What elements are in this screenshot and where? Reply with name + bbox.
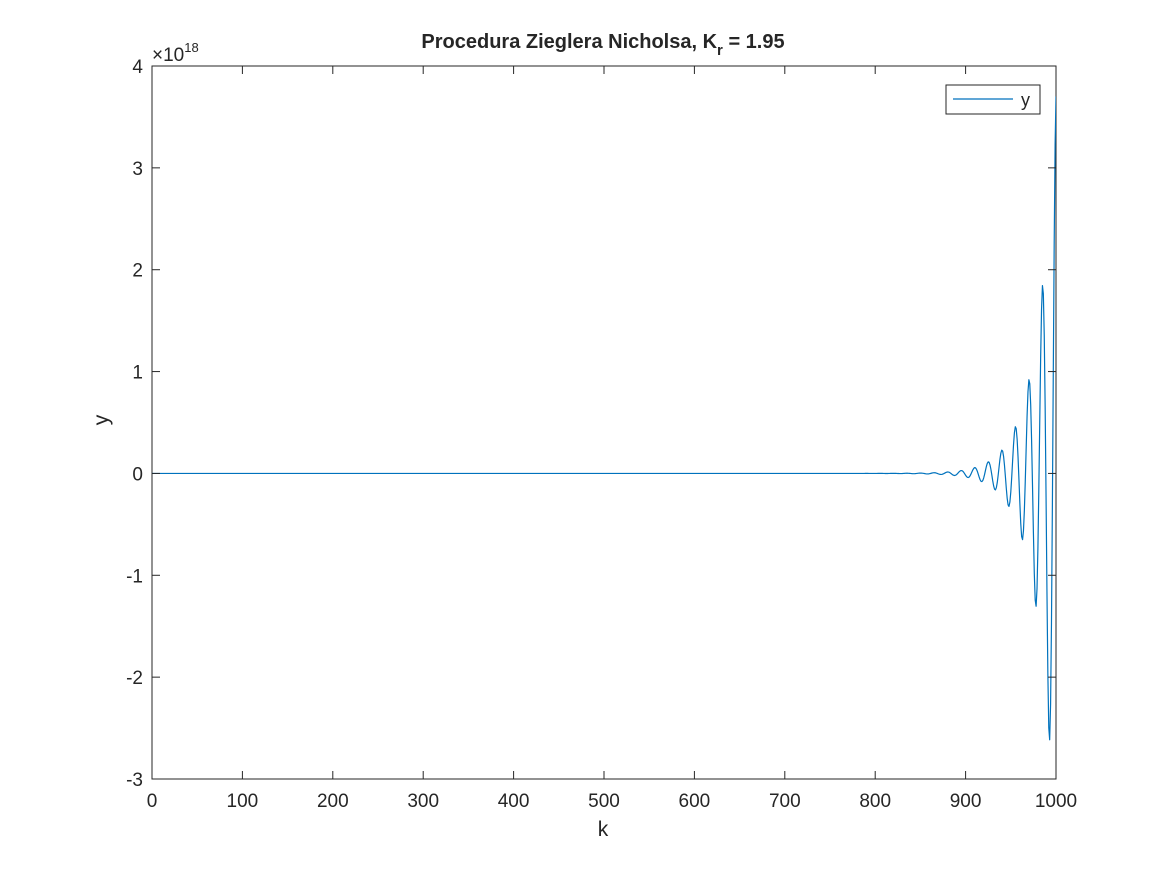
x-tick-label: 600 (679, 791, 711, 812)
data-layer (152, 96, 1056, 741)
y-tick-label: 4 (132, 57, 143, 78)
x-tick-label: 200 (317, 791, 349, 812)
y-axis-label: y (90, 414, 113, 425)
series-line-y (152, 96, 1056, 741)
chart-title: Procedura Zieglera Nicholsa, Kr = 1.95 (421, 31, 784, 59)
x-tick-label: 100 (227, 791, 259, 812)
legend[interactable]: y (945, 84, 1041, 115)
y-axis-exponent-power: 18 (184, 40, 198, 55)
x-tick-label: 900 (950, 791, 982, 812)
y-tick-label: 0 (132, 464, 143, 485)
y-tick-label: -2 (126, 668, 143, 689)
ticks-layer: 0 100 200 300 400 500 600 700 800 900 1000 -3 -2 -1 0 1… (126, 57, 1077, 812)
y-tick-label: -1 (126, 566, 143, 587)
title-subscript: r (717, 42, 723, 59)
x-axis-label: k (598, 818, 609, 841)
y-tick-label: 2 (132, 261, 143, 282)
y-axis-exponent: ×1018 (152, 40, 199, 66)
y-tick-label: 1 (132, 363, 143, 384)
x-tick-label: 1000 (1035, 791, 1077, 812)
axes (151, 65, 1057, 780)
plot-area (151, 65, 1057, 780)
legend-entry-y: y (1021, 90, 1030, 110)
x-tick-label: 400 (498, 791, 530, 812)
y-tick-label: 3 (132, 159, 143, 180)
x-tick-label: 300 (407, 791, 439, 812)
x-tick-label: 700 (769, 791, 801, 812)
y-tick-label: -3 (126, 770, 143, 791)
x-tick-label: 500 (588, 791, 620, 812)
x-tick-label: 0 (147, 791, 158, 812)
x-tick-label: 800 (859, 791, 891, 812)
